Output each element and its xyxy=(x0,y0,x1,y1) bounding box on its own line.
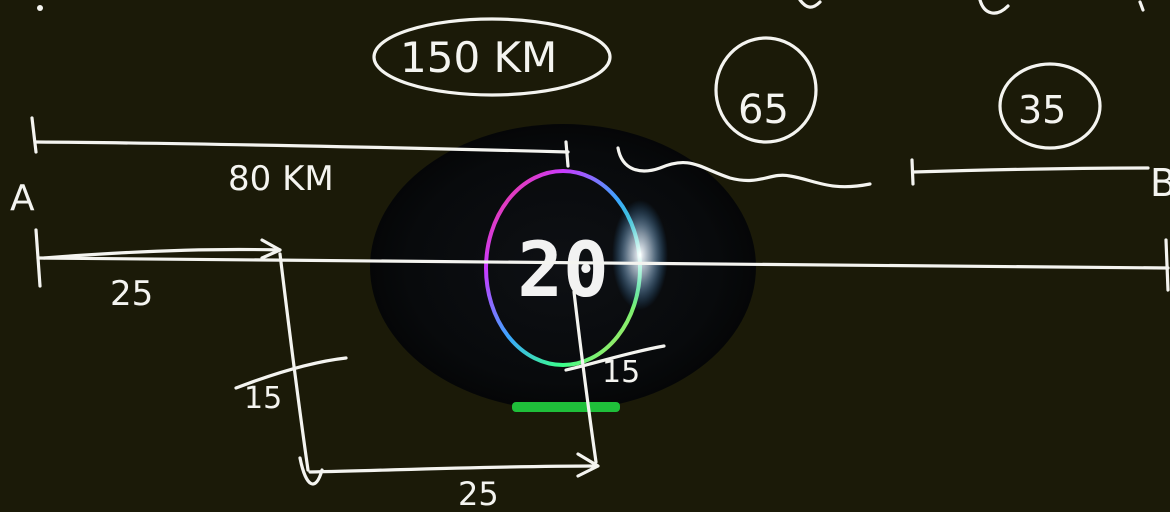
main-route-line xyxy=(34,228,1170,292)
point-a-label: A xyxy=(10,178,35,219)
wavy-gap-line xyxy=(616,146,872,189)
leg-15-left: 15 xyxy=(234,252,348,472)
segment-80km: 80 KM xyxy=(30,116,570,199)
time-35-circle xyxy=(998,62,1102,150)
timer-overlay: 20 xyxy=(370,124,756,412)
timer-value: 20 xyxy=(517,225,609,314)
timer-backdrop xyxy=(370,124,756,410)
time-35-note: 35 xyxy=(998,62,1102,150)
leg-25-bottom: 25 xyxy=(298,452,600,512)
time-65-circle xyxy=(714,36,818,144)
time-35-label: 35 xyxy=(1018,88,1066,132)
total-distance-note: 150 KM xyxy=(372,17,612,97)
lens-flare-icon xyxy=(612,200,668,310)
leg-15-left-label: 15 xyxy=(244,381,282,416)
top-edge-scribbles xyxy=(37,0,1145,15)
leg-25-top-label: 25 xyxy=(110,274,153,314)
leg-15-right: 15 xyxy=(564,290,666,464)
segment-remaining: B xyxy=(616,146,1170,205)
total-distance-circle xyxy=(372,17,612,97)
leg-25-top: 25 xyxy=(42,238,282,314)
distance-80-label: 80 KM xyxy=(228,159,334,199)
total-distance-label: 150 KM xyxy=(400,33,557,82)
leg-25-bottom-label: 25 xyxy=(458,475,499,512)
point-b-label: B xyxy=(1150,161,1170,205)
timer-progress-bar xyxy=(512,402,620,412)
time-65-label: 65 xyxy=(738,87,789,133)
leg-15-right-label: 15 xyxy=(602,355,640,390)
time-65-note: 65 xyxy=(714,36,818,144)
